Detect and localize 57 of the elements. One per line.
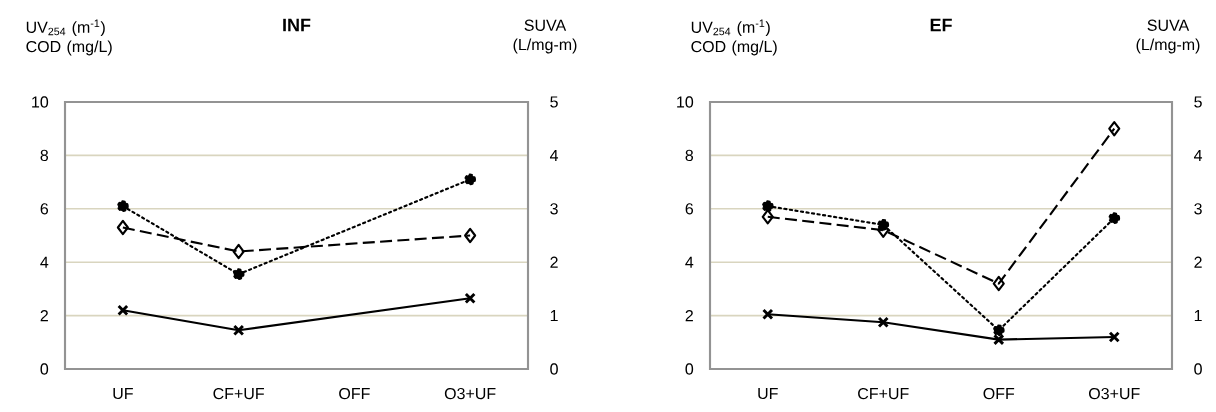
y2-tick-label: 3: [1194, 203, 1202, 215]
point: [464, 173, 476, 186]
point: [232, 324, 245, 336]
y-tick-label: 6: [685, 203, 694, 215]
y-tick-label: 0: [40, 363, 49, 375]
x-tick-label: UF: [113, 387, 133, 400]
x-tick-label: CF+UF: [213, 387, 264, 400]
point: [1108, 331, 1120, 343]
point: [464, 292, 476, 304]
point: [877, 316, 889, 328]
y-tick-label: 2: [40, 310, 48, 322]
y-tick-label: 4: [40, 256, 49, 268]
y2-tick-label: 2: [1194, 256, 1202, 268]
point: [762, 308, 774, 320]
y2-tick-label: 4: [549, 149, 559, 161]
point: [232, 268, 245, 281]
y-tick-label: 4: [685, 256, 694, 268]
y-tick-label: 0: [685, 363, 694, 375]
point: [464, 227, 477, 244]
y-tick-label: 6: [40, 203, 49, 215]
y-tick-label: 2: [685, 310, 693, 322]
y2-tick-label: 5: [550, 96, 558, 108]
chart-title: EF: [930, 18, 952, 32]
point: [761, 209, 774, 225]
y2-axis-title: SUVA (L/mg-m): [513, 19, 577, 54]
y-tick-label: 8: [40, 149, 49, 162]
point: [992, 324, 1005, 337]
y2-tick-label: 2: [550, 256, 558, 268]
x-tick-label: O3+UF: [444, 387, 496, 400]
point: [992, 275, 1005, 292]
y-tick-label: 10: [32, 96, 49, 108]
point: [117, 200, 129, 212]
y2-tick-label: 1: [1194, 310, 1202, 322]
point: [1108, 120, 1121, 137]
x-tick-label: O3+UF: [1089, 387, 1140, 400]
point: [117, 304, 129, 316]
point: [116, 219, 129, 236]
y2-tick-label: 3: [550, 203, 558, 215]
y2-tick-label: 0: [1194, 363, 1202, 375]
y2-tick-label: 4: [1193, 149, 1203, 161]
chart-title: INF: [283, 18, 311, 32]
y-tick-label: 10: [677, 96, 694, 108]
point: [232, 243, 245, 260]
y-axis-title: UV$_{254}$ (m$^{-1}$) COD (mg/L): [26, 19, 112, 56]
point: [761, 200, 774, 212]
x-tick-label: UF: [758, 387, 778, 400]
x-tick-label: OFF: [983, 387, 1015, 400]
y2-axis-title: SUVA (L/mg-m): [1136, 19, 1200, 54]
y2-tick-label: 0: [550, 363, 558, 375]
point: [993, 333, 1005, 346]
point: [1108, 212, 1121, 225]
y-tick-label: 8: [685, 149, 694, 162]
y-axis-title: UV$_{254}$ (m$^{-1}$) COD (mg/L): [691, 19, 777, 56]
x-tick-label: CF+UF: [858, 387, 909, 400]
y2-tick-label: 1: [550, 310, 558, 322]
y2-tick-label: 5: [1194, 96, 1202, 108]
x-tick-label: OFF: [339, 387, 370, 400]
